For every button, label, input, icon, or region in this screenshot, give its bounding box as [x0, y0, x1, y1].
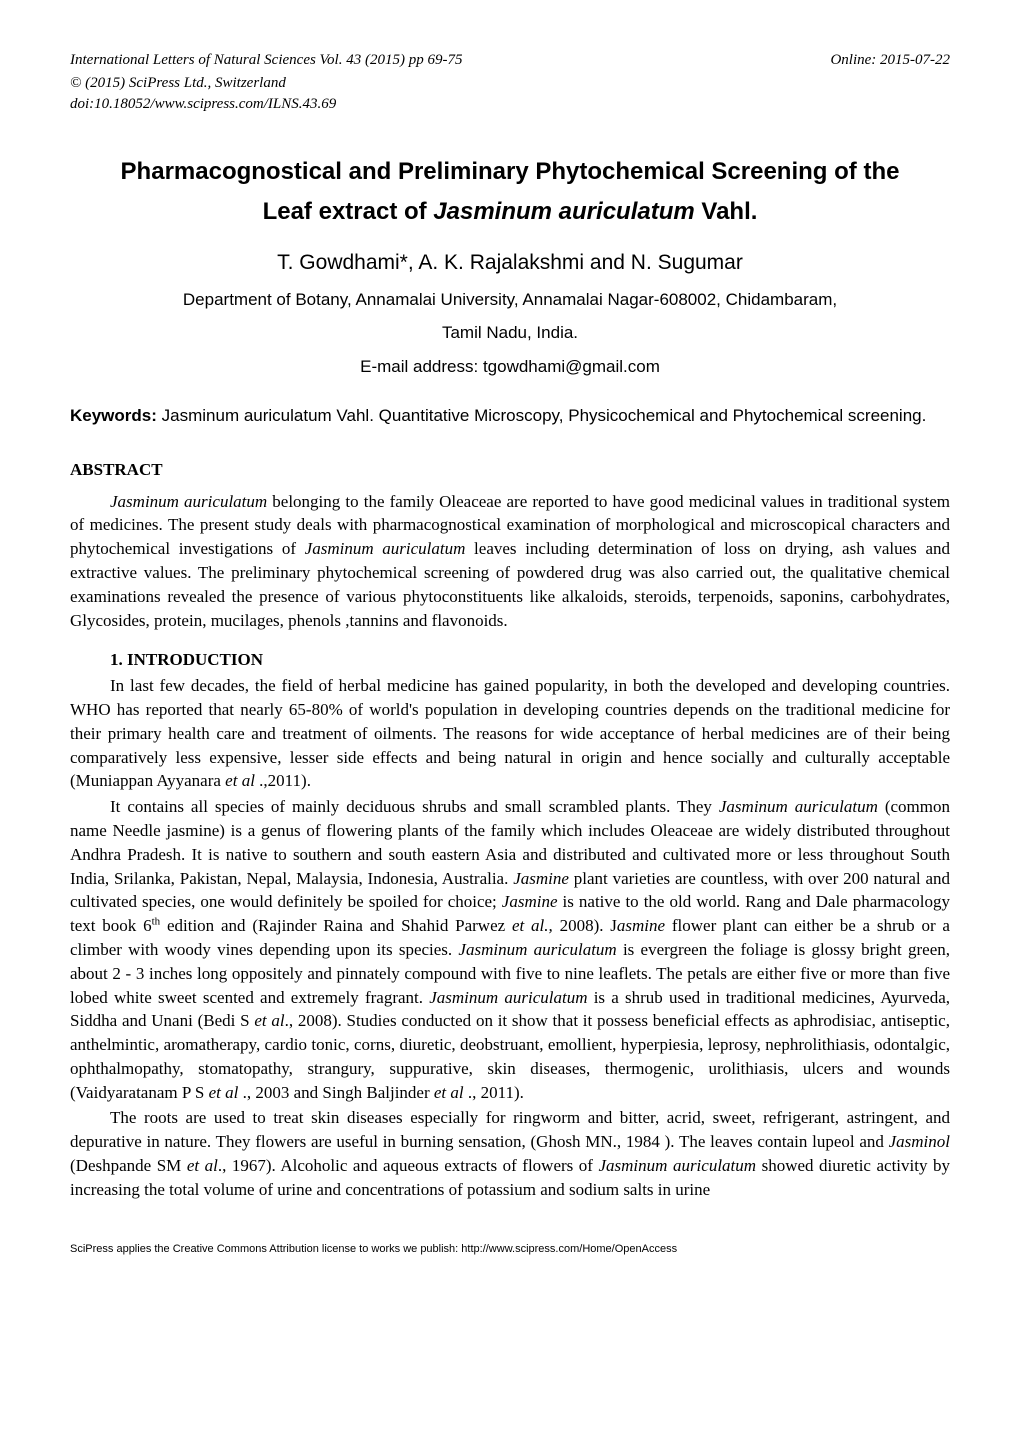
abstract-species-2: Jasminum auriculatum [305, 539, 466, 558]
authors: T. Gowdhami*, A. K. Rajalakshmi and N. S… [70, 248, 950, 277]
p1-text-c: .,2011). [255, 771, 311, 790]
affiliation-line2: Tamil Nadu, India. [70, 321, 950, 345]
intro-para-3: The roots are used to treat skin disease… [70, 1106, 950, 1201]
footer-license: SciPress applies the Creative Commons At… [70, 1242, 950, 1257]
header-row: International Letters of Natural Science… [70, 50, 950, 71]
p2-a: It contains all species of mainly decidu… [110, 797, 719, 816]
doi: doi:10.18052/www.scipress.com/ILNS.43.69 [70, 94, 950, 115]
p2-etal-1: et al., [512, 916, 553, 935]
p2-species-1: Jasminum auriculatum [719, 797, 878, 816]
p1-etal: et al [225, 771, 255, 790]
title-line1: Pharmacognostical and Preliminary Phytoc… [70, 155, 950, 189]
p3-species: Jasminum auriculatum [598, 1156, 756, 1175]
abstract-species-1: Jasminum auriculatum [110, 492, 267, 511]
title-prefix: Leaf extract of [263, 198, 434, 225]
title-block: Pharmacognostical and Preliminary Phytoc… [70, 155, 950, 379]
intro-heading: 1. INTRODUCTION [110, 648, 950, 672]
title-species: Jasminum auriculatum [433, 198, 694, 225]
p3-a: The roots are used to treat skin disease… [70, 1108, 950, 1151]
p2-etal-2: et al [254, 1011, 284, 1030]
p3-c: (Deshpande SM [70, 1156, 187, 1175]
p2-h: edition and (Rajinder Raina and Shahid P… [160, 916, 512, 935]
p2-species-3: Jasminum auriculatum [429, 988, 587, 1007]
affiliation-line1: Department of Botany, Annamalai Universi… [70, 288, 950, 312]
intro-para-2: It contains all species of mainly decidu… [70, 795, 950, 1104]
p2-v: ., 2011). [464, 1083, 524, 1102]
p1-text-a: In last few decades, the field of herbal… [70, 676, 950, 790]
title-suffix: Vahl. [695, 198, 758, 225]
online-date: Online: 2015-07-22 [830, 50, 950, 71]
p2-etal-3: et al [209, 1083, 239, 1102]
keywords-label: Keywords: [70, 406, 157, 425]
email: E-mail address: tgowdhami@gmail.com [70, 355, 950, 379]
p3-etal-1: et al [187, 1156, 218, 1175]
p2-etal-4: et al [434, 1083, 464, 1102]
keywords-block: Keywords: Jasminum auriculatum Vahl. Qua… [70, 404, 950, 428]
p2-jasmine-1: Jasmine [513, 869, 569, 888]
intro-para-1: In last few decades, the field of herbal… [70, 674, 950, 793]
p3-e: ., 1967). Alcoholic and aqueous extracts… [218, 1156, 599, 1175]
p2-jasmine-2: Jasmine [502, 892, 558, 911]
p2-sup: th [152, 915, 161, 927]
journal-info: International Letters of Natural Science… [70, 50, 462, 71]
copyright: © (2015) SciPress Ltd., Switzerland [70, 73, 950, 94]
p2-j: 2008). J [553, 916, 617, 935]
abstract-heading: ABSTRACT [70, 458, 950, 482]
p3-jasminol: Jasminol [889, 1132, 950, 1151]
p2-t: ., 2003 and Singh Baljinder [238, 1083, 433, 1102]
p2-species-2: Jasminum auriculatum [458, 940, 616, 959]
p2-asmine: asmine [617, 916, 665, 935]
abstract-text: Jasminum auriculatum belonging to the fa… [70, 490, 950, 633]
title-line2: Leaf extract of Jasminum auriculatum Vah… [70, 195, 950, 229]
keywords-text: Jasminum auriculatum Vahl. Quantitative … [157, 406, 926, 425]
